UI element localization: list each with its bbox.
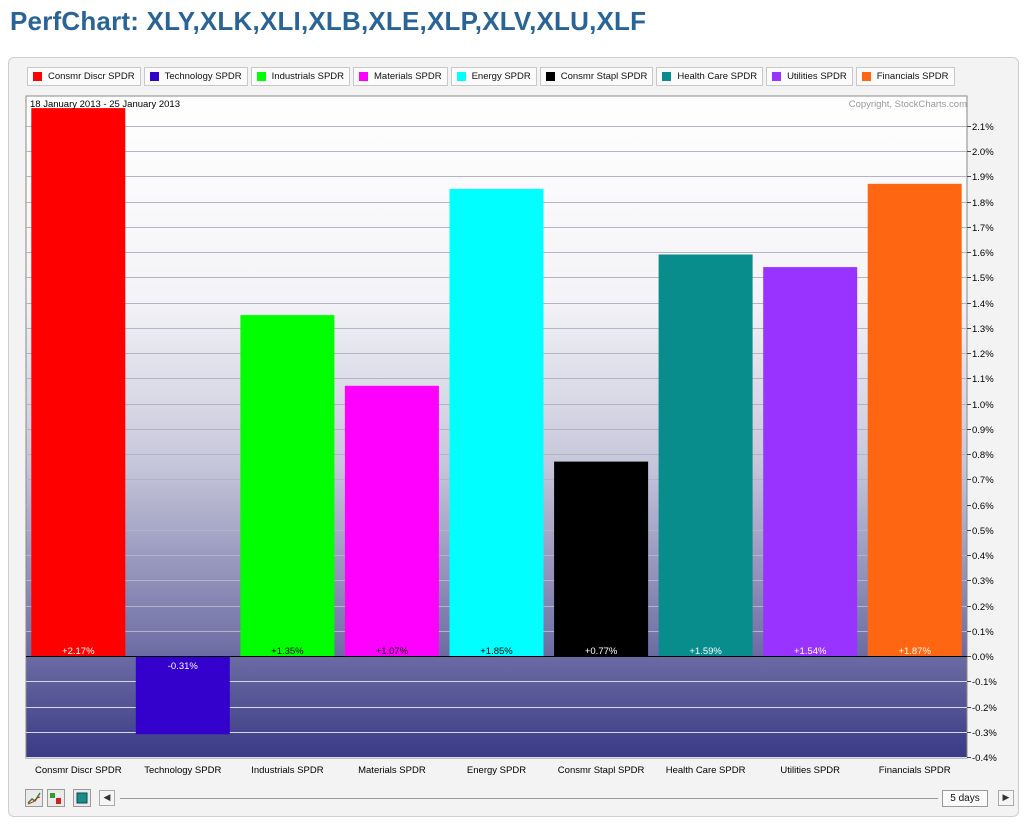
- chart-toolbar: ◀ 5 days ▶: [25, 789, 1016, 809]
- legend-swatch: [772, 72, 782, 81]
- bars: [31, 108, 962, 735]
- y-tick-label: 1.2%: [972, 349, 994, 360]
- legend-item-energy-spdr[interactable]: Energy SPDR: [450, 67, 537, 86]
- period-selector[interactable]: 5 days: [942, 790, 988, 807]
- y-tick-label: 1.6%: [972, 248, 994, 259]
- legend-item-materials-spdr[interactable]: Materials SPDR: [353, 67, 448, 86]
- date-range-label: 18 January 2013 - 25 January 2013: [30, 99, 180, 110]
- y-tick-label: 0.9%: [972, 425, 994, 436]
- histogram-icon[interactable]: [73, 789, 91, 807]
- y-tick-label: 1.0%: [972, 400, 994, 411]
- legend-label: Financials SPDR: [876, 71, 949, 82]
- legend-item-financials-spdr[interactable]: Financials SPDR: [855, 67, 955, 86]
- legend-label: Industrials SPDR: [271, 71, 345, 82]
- legend-label: Technology SPDR: [164, 71, 242, 82]
- value-label: -0.31%: [168, 661, 199, 672]
- bar-health-care-spdr[interactable]: [658, 254, 753, 657]
- y-tick-label: 0.6%: [972, 501, 994, 512]
- bar-financials-spdr[interactable]: [867, 183, 962, 657]
- y-tick-label: -0.3%: [972, 728, 997, 739]
- bar-consmr-stapl-spdr[interactable]: [554, 461, 649, 656]
- x-category-label: Consmr Stapl SPDR: [558, 765, 645, 776]
- bar-consmr-discr-spdr[interactable]: [31, 108, 126, 657]
- scroll-left-button[interactable]: ◀: [99, 790, 115, 806]
- value-labels: +2.17% -0.31% +1.35% +1.07% +1.85% +0.77% +1.5…: [62, 646, 931, 672]
- bar-technology-spdr[interactable]: [135, 656, 230, 735]
- value-label: +1.85%: [480, 646, 513, 657]
- value-label: +1.07%: [376, 646, 409, 657]
- legend-item-consmr-stapl-spdr[interactable]: Consmr Stapl SPDR: [539, 67, 654, 86]
- y-tick-label: 2.1%: [972, 122, 994, 133]
- value-label: +1.87%: [898, 646, 931, 657]
- copyright-label: Copyright, StockCharts.com: [849, 99, 967, 110]
- line-chart-icon[interactable]: [25, 789, 43, 807]
- value-label: +2.17%: [62, 646, 95, 657]
- bar-industrials-spdr[interactable]: [240, 315, 335, 656]
- x-category-label: Materials SPDR: [358, 765, 426, 776]
- y-tick-label: 1.3%: [972, 324, 994, 335]
- bar-energy-spdr[interactable]: [449, 188, 544, 656]
- y-tick-label: 1.7%: [972, 223, 994, 234]
- legend-label: Utilities SPDR: [787, 71, 847, 82]
- x-category-label: Financials SPDR: [879, 765, 951, 776]
- y-tick-label: 0.8%: [972, 450, 994, 461]
- bar-chart-icon[interactable]: [47, 789, 65, 807]
- y-tick-label: 0.0%: [972, 652, 994, 663]
- legend-label: Consmr Stapl SPDR: [560, 71, 648, 82]
- y-tick-label: 0.4%: [972, 551, 994, 562]
- y-tick-label: -0.2%: [972, 703, 997, 714]
- x-category-label: Energy SPDR: [467, 765, 526, 776]
- legend-swatch: [149, 72, 159, 81]
- legend-label: Energy SPDR: [471, 71, 531, 82]
- value-label: +1.35%: [271, 646, 304, 657]
- legend-swatch: [662, 72, 672, 81]
- value-label: +1.59%: [689, 646, 722, 657]
- bar-materials-spdr[interactable]: [344, 385, 439, 656]
- legend: Consmr Discr SPDR Technology SPDR Industri…: [27, 67, 958, 88]
- y-tick-label: 0.1%: [972, 627, 994, 638]
- legend-swatch: [359, 72, 369, 81]
- legend-swatch: [33, 72, 42, 81]
- scroll-right-button[interactable]: ▶: [998, 790, 1014, 806]
- x-category-label: Consmr Discr SPDR: [35, 765, 122, 776]
- y-tick-label: 0.5%: [972, 526, 994, 537]
- y-tick-label: 1.4%: [972, 299, 994, 310]
- y-tick-label: 0.7%: [972, 475, 994, 486]
- y-tick-label: -0.4%: [972, 753, 997, 764]
- value-label: +1.54%: [794, 646, 827, 657]
- legend-label: Consmr Discr SPDR: [48, 71, 135, 82]
- y-tick-label: 0.2%: [972, 602, 994, 613]
- legend-item-technology-spdr[interactable]: Technology SPDR: [143, 67, 248, 86]
- y-axis: 2.1% 2.0% 1.9% 1.8% 1.7% 1.6% 1.5% 1.4% 1.3% 1.2%…: [967, 122, 997, 764]
- legend-label: Health Care SPDR: [677, 71, 758, 82]
- legend-item-health-care-spdr[interactable]: Health Care SPDR: [656, 67, 764, 86]
- x-category-label: Technology SPDR: [144, 765, 221, 776]
- bar-utilities-spdr[interactable]: [763, 267, 858, 656]
- y-tick-label: 2.0%: [972, 147, 994, 158]
- x-axis: Consmr Discr SPDR Technology SPDR Industri…: [35, 765, 951, 776]
- legend-swatch: [256, 72, 266, 81]
- x-category-label: Utilities SPDR: [780, 765, 840, 776]
- legend-swatch: [861, 72, 871, 81]
- value-label: +0.77%: [585, 646, 618, 657]
- legend-swatch: [456, 72, 466, 81]
- y-tick-label: -0.1%: [972, 677, 997, 688]
- y-tick-label: 1.1%: [972, 374, 994, 385]
- y-tick-label: 1.5%: [972, 273, 994, 284]
- x-category-label: Health Care SPDR: [666, 765, 746, 776]
- y-tick-label: 1.8%: [972, 198, 994, 209]
- legend-item-industrials-spdr[interactable]: Industrials SPDR: [250, 67, 351, 86]
- page-title: PerfChart: XLY,XLK,XLI,XLB,XLE,XLP,XLV,X…: [10, 6, 647, 36]
- legend-swatch: [545, 72, 555, 81]
- legend-item-consmr-discr-spdr[interactable]: Consmr Discr SPDR: [27, 67, 141, 86]
- scroll-track[interactable]: [120, 798, 938, 799]
- legend-item-utilities-spdr[interactable]: Utilities SPDR: [766, 67, 853, 86]
- y-tick-label: 1.9%: [972, 172, 994, 183]
- x-category-label: Industrials SPDR: [251, 765, 323, 776]
- legend-label: Materials SPDR: [374, 71, 442, 82]
- y-tick-label: 0.3%: [972, 576, 994, 587]
